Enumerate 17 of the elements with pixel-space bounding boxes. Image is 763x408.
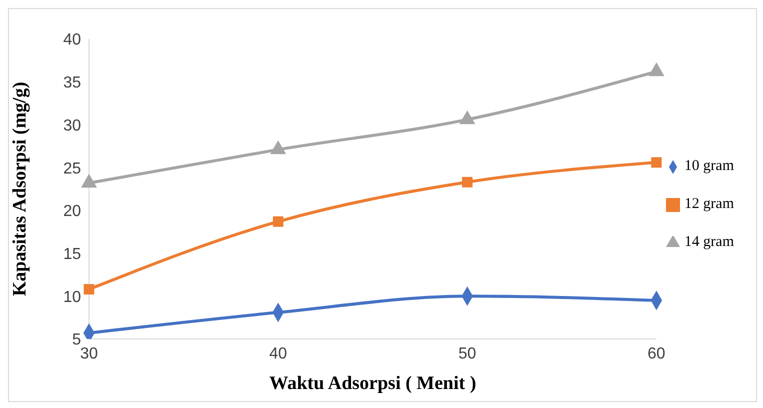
y-tick-label: 25 — [63, 160, 82, 178]
x-tick-label: 60 — [648, 345, 666, 362]
legend-label: 12 gram — [684, 196, 734, 212]
y-tick-label: 15 — [63, 246, 82, 263]
x-axis-title: Waktu Adsorpsi ( Menit ) — [269, 373, 476, 394]
x-tick-label: 50 — [458, 345, 476, 362]
x-tick-label: 40 — [269, 345, 288, 362]
y-tick-label: 20 — [63, 203, 82, 220]
legend-label: 10 gram — [684, 158, 734, 174]
y-tick-label: 40 — [63, 32, 82, 49]
y-tick-label: 5 — [72, 332, 82, 349]
y-tick-label: 30 — [63, 117, 82, 134]
y-axis-title: Kapasitas Adsorpsi (mg/g) — [10, 82, 31, 296]
y-tick-label: 10 — [63, 288, 82, 306]
y-tick-label: 35 — [63, 74, 82, 92]
x-tick-label: 30 — [80, 345, 98, 362]
legend-label: 14 gram — [684, 234, 734, 250]
